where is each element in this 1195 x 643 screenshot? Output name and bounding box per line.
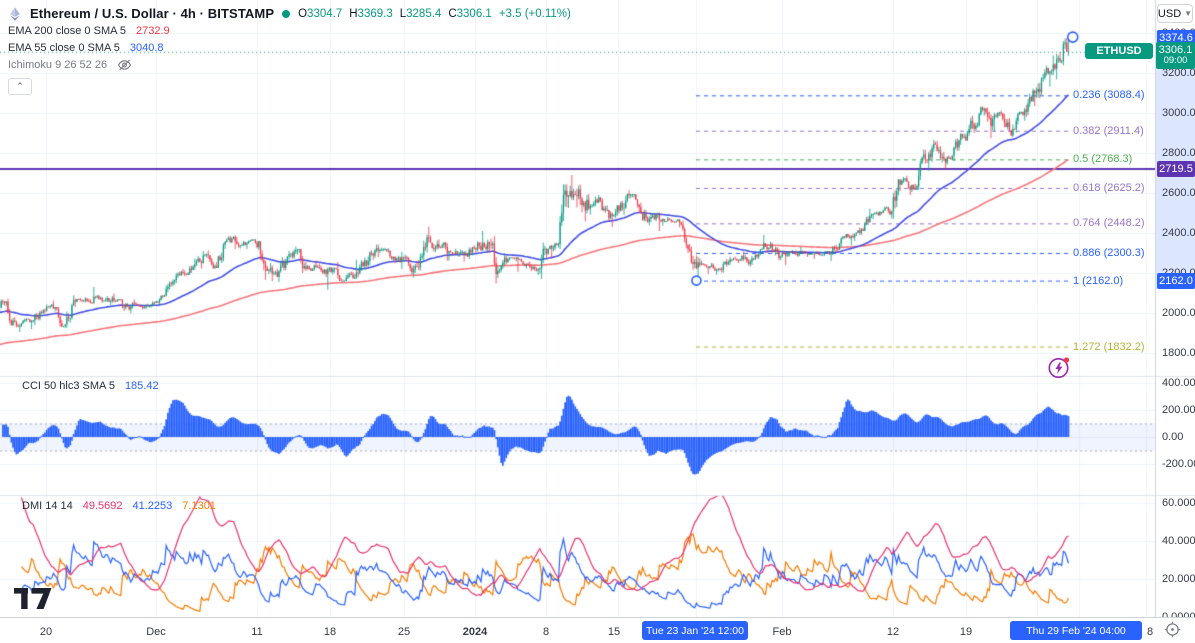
dmi-label[interactable]: DMI 14 14 [22, 500, 73, 512]
time-axis-tick: 8 [542, 626, 550, 638]
eye-off-icon[interactable] [117, 59, 132, 71]
change-value: +3.5 (+0.11%) [498, 7, 571, 20]
open-value: 3304.7 [307, 7, 343, 20]
chevron-down-icon: ▼ [1184, 9, 1193, 18]
ethereum-logo-icon [8, 7, 22, 21]
high-value: 3369.3 [357, 7, 393, 20]
fib-level-label: 0.382 (2911.4) [1073, 124, 1144, 137]
time-axis-tick: 18 [323, 626, 337, 638]
fib-level-label: 0.618 (2625.2) [1073, 181, 1145, 194]
ema200-label[interactable]: EMA 200 close 0 SMA 5 [8, 25, 127, 37]
cci-axis-tick: 400.00 [1162, 377, 1195, 389]
legend-collapse-button[interactable]: ⌃ [8, 78, 32, 95]
dmi-plusdi-value: 41.2253 [132, 500, 173, 512]
cci-axis-tick: 200.00 [1162, 404, 1195, 416]
dmi-axis-tick: 20.0000 [1162, 572, 1195, 585]
legend-ichimoku: Ichimoku 9 26 52 26 [8, 59, 132, 71]
symbol-title[interactable]: Ethereum / U.S. Dollar · 4h · BITSTAMP [30, 6, 275, 21]
price-axis[interactable]: 3400.03200.03000.02800.02600.02400.02200… [1156, 0, 1195, 623]
legend-ema55: EMA 55 close 0 SMA 5 3040.8 [8, 42, 164, 54]
dmi-adx-value: 49.5692 [82, 500, 123, 512]
time-axis-tick: 12 [886, 626, 900, 638]
price-badge-horizontal-line: 2719.5 [1157, 161, 1195, 178]
time-axis[interactable]: 20 Dec 11 18 25 2024 8 15 Feb 12 19 8 Tue 23 Jan '2… [0, 617, 1195, 643]
cci-axis-tick: 0.00 [1162, 431, 1184, 443]
currency-unit-button[interactable]: USD ▼ [1157, 4, 1193, 23]
legend-cci: CCI 50 hlc3 SMA 5 185.42 [22, 380, 159, 392]
time-axis-tick: 8 [1146, 626, 1154, 638]
price-badge-fib-low: 2162.0 [1157, 272, 1195, 289]
fib-level-label: 1 (2162.0) [1073, 274, 1124, 287]
symbol-header: Ethereum / U.S. Dollar · 4h · BITSTAMP O… [8, 6, 571, 21]
price-axis-tick: 2800.0 [1162, 147, 1195, 159]
legend-ema200: EMA 200 close 0 SMA 5 2732.9 [8, 25, 170, 37]
tradingview-logo[interactable] [14, 588, 52, 614]
time-axis-tick: 11 [251, 626, 263, 638]
fib-level-label: 0.886 (2300.3) [1073, 246, 1145, 259]
collapse-chevron-icon: ⌃ [16, 81, 24, 91]
dmi-axis-tick: 60.0000 [1162, 496, 1195, 509]
fib-level-label: 0.5 (2768.3) [1073, 153, 1133, 166]
market-status-dot [282, 9, 291, 18]
legend-dmi: DMI 14 14 49.5692 41.2253 7.1301 [22, 500, 216, 512]
ichimoku-label[interactable]: Ichimoku 9 26 52 26 [8, 59, 108, 71]
time-badge-fib-start: Tue 23 Jan '24 12:00 [642, 621, 748, 640]
ema200-value: 2732.9 [136, 25, 170, 37]
cci-value: 185.42 [124, 380, 159, 392]
time-axis-tick: 25 [397, 626, 411, 638]
ohlc-readout: O3304.7 H3369.3 L3285.4 C3306.1 +3.5 (+0… [298, 7, 571, 20]
realtime-target-icon[interactable] [1164, 621, 1181, 643]
fib-level-label: 1.272 (1832.2) [1073, 340, 1145, 353]
time-axis-tick: Feb [772, 626, 792, 638]
price-axis-tick: 2400.0 [1162, 227, 1195, 239]
time-axis-tick: 15 [607, 626, 621, 638]
symbol-price-tag: ETHUSD [1085, 43, 1153, 59]
fib-level-label: 0.236 (3088.4) [1073, 89, 1145, 102]
time-axis-tick: 20 [39, 626, 53, 638]
dmi-minusdi-value: 7.1301 [182, 500, 216, 512]
price-axis-tick: 3000.0 [1162, 107, 1195, 119]
time-axis-tick: 2024 [462, 626, 488, 638]
bar-countdown: 09:00 [1163, 55, 1188, 67]
low-value: 3285.4 [406, 7, 442, 20]
cci-axis-tick: -200.00 [1162, 458, 1195, 470]
cci-label[interactable]: CCI 50 hlc3 SMA 5 [22, 380, 115, 392]
price-axis-tick: 3200.0 [1162, 67, 1195, 79]
flash-marker-icon[interactable] [1046, 354, 1073, 386]
price-axis-tick: 2600.0 [1162, 187, 1195, 199]
current-price-badge: 3306.1 09:00 [1156, 42, 1195, 69]
ema55-value: 3040.8 [129, 42, 164, 54]
dmi-axis-tick: 40.0000 [1162, 534, 1195, 547]
time-axis-tick: Dec [146, 626, 166, 638]
price-axis-tick: 1800.0 [1162, 347, 1195, 359]
close-value: 3306.1 [456, 7, 492, 20]
ema55-label[interactable]: EMA 55 close 0 SMA 5 [8, 42, 120, 54]
time-badge-fib-end: Thu 29 Feb '24 04:00 [1010, 621, 1142, 640]
time-axis-tick: 19 [959, 626, 973, 638]
fib-level-label: 0.764 (2448.2) [1073, 217, 1145, 230]
price-axis-tick: 2000.0 [1162, 307, 1195, 319]
